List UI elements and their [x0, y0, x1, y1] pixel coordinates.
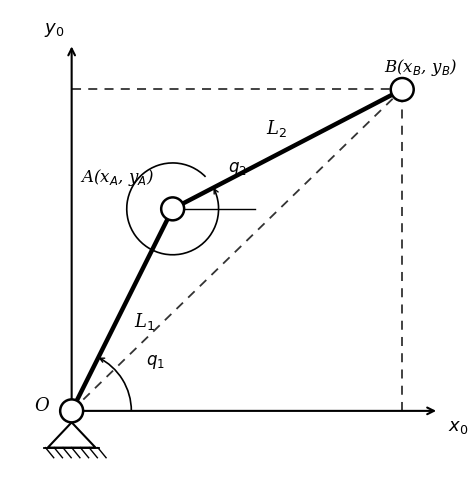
- Text: $x_0$: $x_0$: [448, 418, 468, 436]
- Text: $q_1$: $q_1$: [146, 353, 165, 371]
- Text: $q_2$: $q_2$: [228, 160, 247, 177]
- Text: L$_1$: L$_1$: [134, 311, 155, 332]
- Text: B(x$_B$, y$_B$): B(x$_B$, y$_B$): [384, 57, 457, 78]
- Circle shape: [60, 400, 83, 422]
- Text: L$_2$: L$_2$: [266, 118, 287, 139]
- Text: $y_0$: $y_0$: [45, 21, 65, 39]
- Text: O: O: [34, 397, 49, 415]
- Circle shape: [391, 78, 414, 101]
- Circle shape: [161, 198, 184, 220]
- Text: A(x$_A$, y$_A$): A(x$_A$, y$_A$): [80, 167, 155, 188]
